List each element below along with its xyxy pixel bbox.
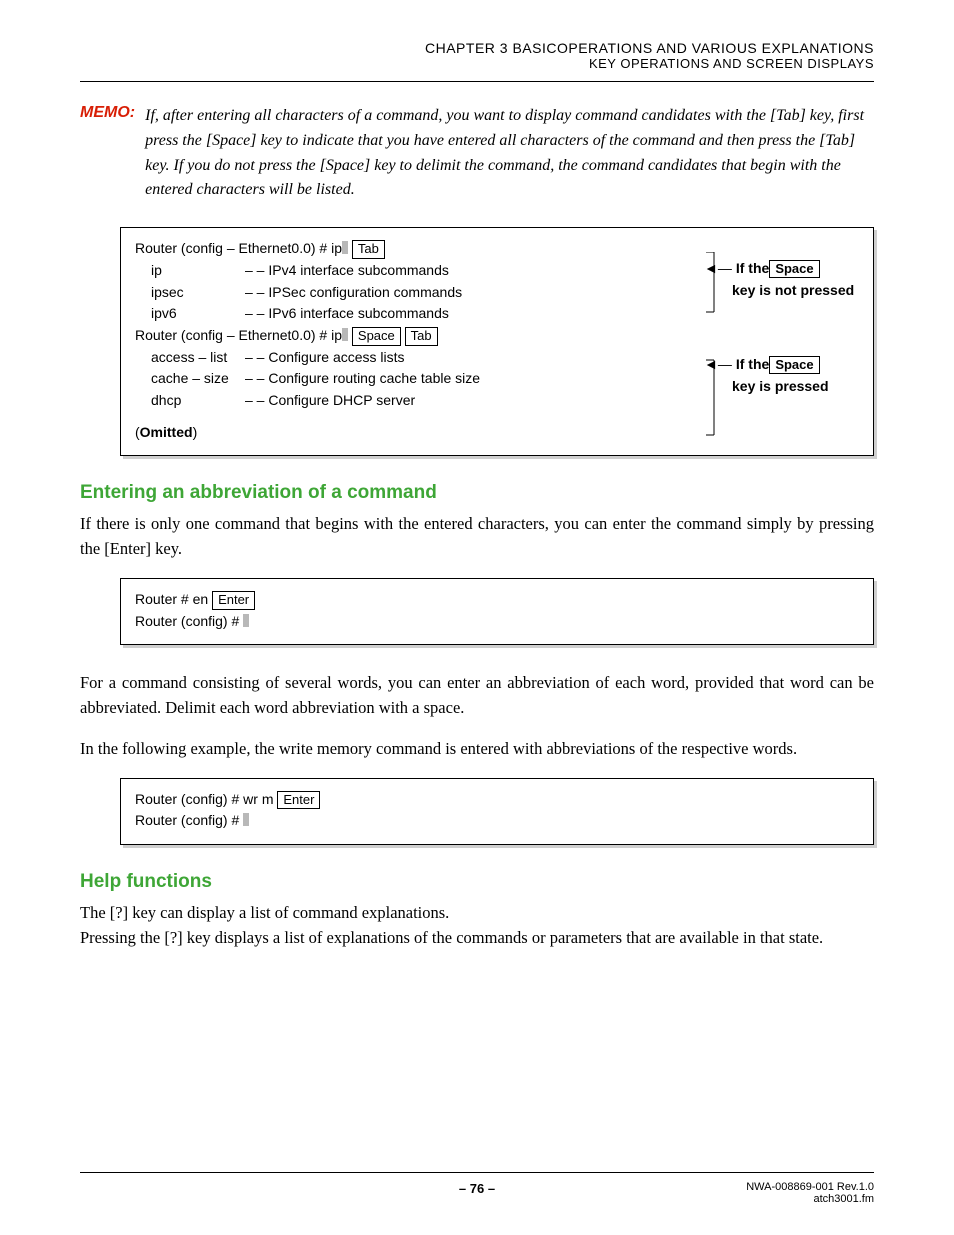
cursor-icon — [243, 614, 249, 627]
code-line: Router # en Enter — [135, 589, 859, 611]
cmd-name: access – list — [135, 347, 245, 369]
space-key-label: Space — [769, 260, 819, 279]
annotation-no-space: ◄— If the Space key is not pressed — [704, 258, 859, 301]
cmd-name: ipv6 — [135, 303, 245, 325]
completion-row: ipsec – – IPSec configuration commands — [135, 282, 693, 304]
omitted-line: (Omitted) — [135, 422, 693, 444]
annot-text: key is not pressed — [704, 280, 859, 302]
annotation-space: ◄— If the Space key is pressed — [704, 354, 859, 397]
paragraph: For a command consisting of several word… — [80, 671, 874, 721]
annot-text: If the — [736, 354, 769, 376]
prompt-text: Router (config – Ethernet0.0) # ip — [135, 327, 342, 343]
cmd-name: ip — [135, 260, 245, 282]
omitted-label: Omitted — [140, 424, 193, 440]
cmd-desc: – – IPSec configuration commands — [245, 282, 693, 304]
cursor-icon — [342, 328, 348, 341]
enter-key: Enter — [277, 791, 320, 810]
tab-key: Tab — [352, 240, 385, 259]
code-box-abbrev-wrm: Router (config) # wr m Enter Router (con… — [120, 778, 874, 845]
cursor-icon — [243, 813, 249, 826]
annot-text: If the — [736, 258, 769, 280]
cursor-icon — [342, 241, 348, 254]
section-title-help: Help functions — [80, 871, 874, 893]
prompt-text: Router (config – Ethernet0.0) # ip — [135, 240, 342, 256]
annot-text: key is pressed — [704, 376, 859, 398]
code-line: Router (config – Ethernet0.0) # ip Space… — [135, 325, 693, 347]
completion-row: access – list – – Configure access lists — [135, 347, 693, 369]
enter-key: Enter — [212, 591, 255, 610]
cmd-desc: – – IPv6 interface subcommands — [245, 303, 693, 325]
completion-row: ipv6 – – IPv6 interface subcommands — [135, 303, 693, 325]
memo-label: MEMO: — [80, 104, 135, 122]
paragraph: Pressing the [?] key displays a list of … — [80, 926, 874, 951]
paren: ) — [193, 424, 198, 440]
paragraph: If there is only one command that begins… — [80, 512, 874, 562]
code-line: Router (config) # — [135, 611, 859, 633]
page-header: CHAPTER 3 BASICOPERATIONS AND VARIOUS EX… — [80, 40, 874, 71]
prompt-text: Router (config) # wr m — [135, 791, 277, 807]
footer-rule — [80, 1172, 874, 1173]
space-key: Space — [352, 327, 401, 346]
prompt-text: Router (config) # — [135, 613, 243, 629]
page-footer: – 76 – NWA-008869-001 Rev.1.0 atch3001.f… — [80, 1172, 874, 1205]
code-line: Router (config – Ethernet0.0) # ip Tab — [135, 238, 693, 260]
arrow-icon: ◄— — [704, 354, 732, 376]
paragraph: The [?] key can display a list of comman… — [80, 901, 874, 926]
completion-row: ip – – IPv4 interface subcommands — [135, 260, 693, 282]
page: CHAPTER 3 BASICOPERATIONS AND VARIOUS EX… — [0, 0, 954, 1235]
header-section: KEY OPERATIONS AND SCREEN DISPLAYS — [80, 56, 874, 71]
cmd-desc: – – IPv4 interface subcommands — [245, 260, 693, 282]
code-line: Router (config) # wr m Enter — [135, 789, 859, 811]
page-number: – 76 – — [80, 1181, 874, 1196]
cmd-name: ipsec — [135, 282, 245, 304]
paragraph: In the following example, the write memo… — [80, 737, 874, 762]
cmd-name: dhcp — [135, 390, 245, 412]
code-box-tab-completion: ◄— If the Space key is not pressed ◄— If… — [120, 227, 874, 456]
arrow-icon: ◄— — [704, 258, 732, 280]
header-rule — [80, 81, 874, 82]
prompt-text: Router (config) # — [135, 812, 243, 828]
prompt-text: Router # en — [135, 591, 212, 607]
cmd-desc: – – Configure access lists — [245, 347, 693, 369]
code-line: Router (config) # — [135, 810, 859, 832]
cmd-desc: – – Configure routing cache table size — [245, 368, 693, 390]
section-title-abbreviation: Entering an abbreviation of a command — [80, 482, 874, 504]
cmd-desc: – – Configure DHCP server — [245, 390, 693, 412]
completion-row: dhcp – – Configure DHCP server — [135, 390, 693, 412]
cmd-name: cache – size — [135, 368, 245, 390]
memo-text: If, after entering all characters of a c… — [145, 104, 874, 203]
code-box-abbrev-en: Router # en Enter Router (config) # — [120, 578, 874, 645]
memo-block: MEMO: If, after entering all characters … — [80, 104, 874, 203]
completion-row: cache – size – – Configure routing cache… — [135, 368, 693, 390]
tab-key: Tab — [405, 327, 438, 346]
space-key-label: Space — [769, 356, 819, 375]
header-chapter: CHAPTER 3 BASICOPERATIONS AND VARIOUS EX… — [80, 40, 874, 56]
